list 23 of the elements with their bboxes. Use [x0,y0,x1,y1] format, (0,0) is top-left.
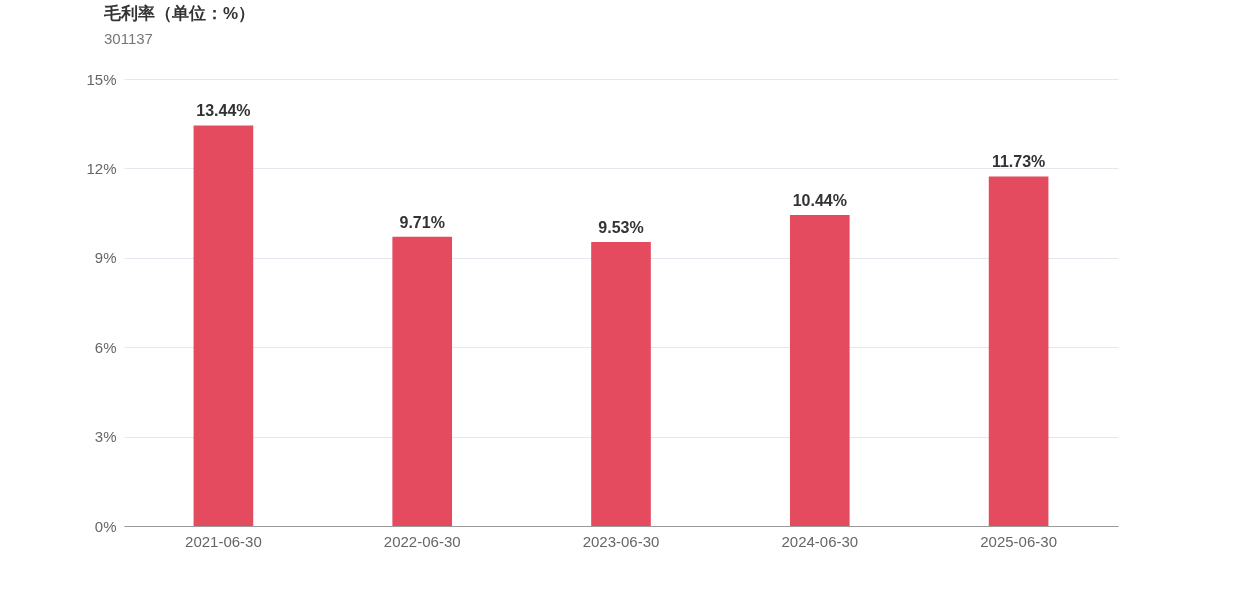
chart-subtitle: 301137 [104,30,153,47]
chart-title: 毛利率（单位：%） [103,4,256,23]
y-tick-label: 9% [94,249,117,267]
x-tick-label: 2025-06-30 [980,532,1057,550]
data-label: 13.44% [196,102,251,120]
bar [193,125,254,526]
data-label: 9.71% [399,213,445,231]
bar [591,242,651,526]
bar [988,176,1049,526]
x-tick-label: 2021-06-30 [185,532,262,550]
data-label: 11.73% [991,153,1046,171]
y-tick-label: 0% [94,517,117,535]
data-label: 10.44% [792,191,847,209]
data-label: 9.53% [598,219,644,237]
y-tick-label: 15% [86,70,117,88]
x-tick-label: 2022-06-30 [383,532,461,550]
y-tick-label: 3% [94,428,117,446]
y-tick-label: 12% [86,159,117,177]
x-tick-label: 2023-06-30 [582,532,660,550]
x-tick-label: 2024-06-30 [781,532,859,550]
bar [392,236,453,526]
y-tick-label: 6% [94,338,117,356]
bar [789,214,850,526]
